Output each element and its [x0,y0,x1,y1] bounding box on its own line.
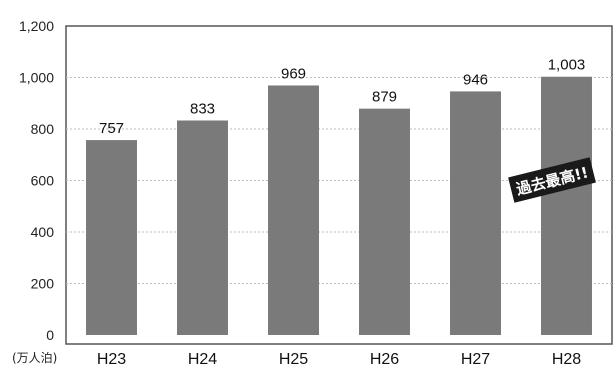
y-axis-ticks: 0 200 400 600 800 1,000 1,200 [19,18,54,343]
category-label-h25: H25 [279,351,308,368]
category-label-h28: H28 [552,351,581,368]
bar-h25 [268,85,319,335]
y-axis-unit: (万人泊) [12,351,57,365]
category-label-h23: H23 [97,351,126,368]
bar-h27 [450,91,501,335]
bar-h26 [359,108,410,335]
category-label-h26: H26 [370,351,399,368]
y-tick-label: 1,000 [19,70,54,86]
data-label-h26: 879 [372,89,397,106]
bar-h28 [541,76,592,335]
category-label-h24: H24 [188,351,217,368]
data-label-h27: 946 [463,71,488,88]
y-tick-label: 0 [46,327,54,343]
y-tick-label: 1,200 [19,18,54,34]
category-labels: H23 H24 H25 H26 H27 H28 [97,351,581,368]
y-tick-label: 800 [31,121,55,137]
y-tick-label: 600 [31,173,55,189]
bars [86,76,592,335]
gridlines [66,77,612,284]
data-label-h25: 969 [281,65,306,82]
bar-h24 [177,120,228,335]
data-labels: 757 833 969 879 946 1,003 [99,57,585,137]
badge-background [508,157,596,203]
chart-frame [65,25,613,345]
data-label-h23: 757 [99,120,124,137]
y-tick-label: 400 [31,224,55,240]
y-tick-label: 200 [31,276,55,292]
data-label-h24: 833 [190,101,215,118]
data-label-h28: 1,003 [548,57,586,74]
bar-h23 [86,140,137,335]
category-label-h27: H27 [461,351,490,368]
